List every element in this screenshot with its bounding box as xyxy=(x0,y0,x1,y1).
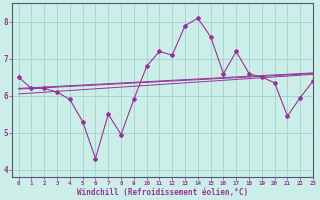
X-axis label: Windchill (Refroidissement éolien,°C): Windchill (Refroidissement éolien,°C) xyxy=(77,188,248,197)
